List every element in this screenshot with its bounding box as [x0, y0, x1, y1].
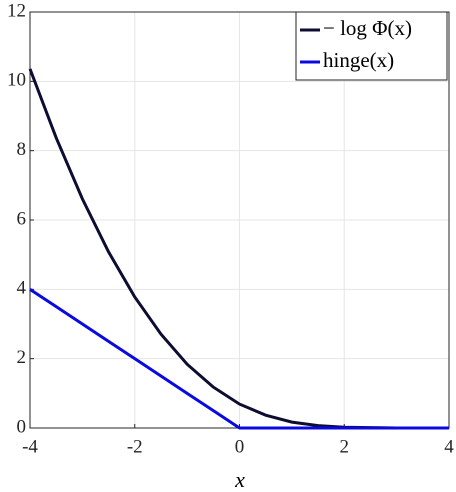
legend-label: hinge(x): [323, 48, 394, 72]
x-axis-label: x: [234, 467, 245, 492]
x-tick-label: -4: [22, 436, 38, 457]
x-tick-label: 4: [444, 436, 454, 457]
y-tick-label: 0: [17, 416, 27, 437]
y-tick-label: 12: [7, 0, 26, 21]
x-tick-label: -2: [127, 436, 143, 457]
legend-box: [295, 11, 448, 81]
y-tick-label: 2: [17, 347, 27, 368]
x-tick-label: 0: [235, 436, 245, 457]
x-tick-label: 2: [340, 436, 350, 457]
y-tick-label: 6: [17, 208, 27, 229]
y-tick-label: 8: [17, 139, 27, 160]
y-tick-label: 4: [17, 278, 27, 299]
y-tick-label: 10: [7, 70, 26, 91]
legend-label: − log Φ(x): [323, 16, 412, 40]
line-series: [29, 288, 449, 430]
